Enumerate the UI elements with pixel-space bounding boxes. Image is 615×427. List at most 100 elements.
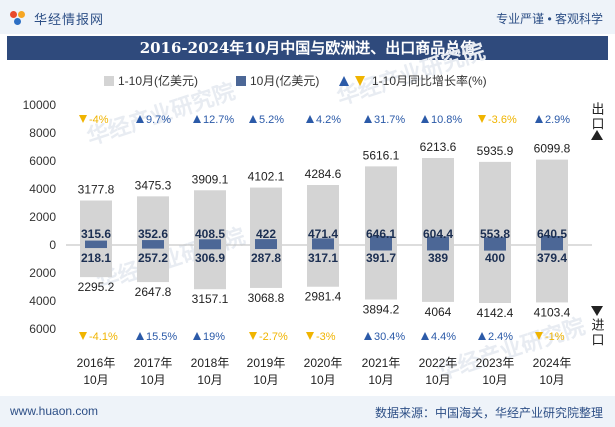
y-tick-label: 0 [49, 238, 56, 252]
export-growth-label: -4% [89, 114, 109, 126]
export-cum-value: 4284.6 [305, 167, 342, 181]
x-category-month: 10月 [425, 373, 450, 387]
import-cum-value: 3894.2 [363, 303, 400, 317]
x-category-year: 2020年 [304, 356, 343, 370]
import-cum-bar [479, 245, 511, 303]
export-growth-label: 12.7% [203, 114, 234, 126]
import-growth-arrow-icon [535, 332, 543, 340]
import-cum-bar [137, 245, 169, 283]
chart-title: 2016-2024年10月中国与欧洲进、出口商品总值 [7, 36, 608, 60]
import-month-value: 306.9 [195, 251, 225, 265]
export-growth-arrow-icon [478, 115, 486, 123]
import-cum-bar [307, 245, 339, 287]
import-cum-value: 3068.8 [248, 291, 285, 305]
y-tick-label: 10000 [23, 98, 57, 112]
bottom-banner: www.huaon.com 数据来源：中国海关，华经产业研究院整理 [0, 396, 615, 427]
import-cum-bar [365, 245, 397, 300]
data-source-note: 数据来源：中国海关，华经产业研究院整理 [374, 406, 603, 420]
legend-month-swatch [236, 76, 246, 86]
import-growth-arrow-icon [478, 332, 486, 340]
export-month-value: 315.6 [81, 227, 111, 241]
export-cum-bar [536, 159, 568, 245]
export-cum-value: 3177.8 [78, 183, 115, 197]
export-growth-label: 31.7% [374, 114, 405, 126]
import-month-value: 379.4 [537, 251, 567, 265]
import-month-value: 391.7 [366, 251, 396, 265]
import-month-bar [85, 245, 107, 249]
import-growth-label: -2.7% [259, 331, 288, 343]
export-growth-arrow-icon [249, 115, 257, 123]
export-cum-value: 4102.1 [248, 170, 285, 184]
y-tick-label: 6000 [29, 322, 56, 336]
import-side-label: 进口 [590, 318, 605, 348]
export-growth-arrow-icon [193, 115, 201, 123]
import-cum-bar [80, 245, 112, 278]
export-growth-arrow-icon [535, 115, 543, 123]
x-category-month: 10月 [368, 373, 393, 387]
import-month-bar [142, 245, 164, 249]
export-cum-bar [194, 190, 226, 245]
import-month-bar [255, 245, 277, 250]
import-growth-label: 30.4% [374, 331, 405, 343]
export-growth-label: 2.9% [545, 114, 570, 126]
export-cum-bar [250, 187, 282, 245]
import-cum-value: 2295.2 [78, 280, 115, 294]
import-growth-arrow-icon [421, 332, 429, 340]
export-cum-bar [80, 200, 112, 245]
export-cum-value: 5935.9 [477, 144, 514, 158]
import-cum-bar [422, 245, 454, 302]
x-category-month: 10月 [83, 373, 108, 387]
brand-tagline: 专业严谨 • 客观科学 [496, 12, 603, 26]
import-month-value: 400 [485, 251, 505, 265]
brand-name: 华经情报网 [34, 12, 105, 27]
x-category-month: 10月 [310, 373, 335, 387]
export-month-value: 604.4 [423, 227, 453, 241]
export-month-bar [142, 240, 164, 245]
y-tick-label: 4000 [29, 182, 56, 196]
export-growth-label: -3.6% [488, 114, 517, 126]
import-growth-arrow-icon [79, 332, 87, 340]
export-month-bar [541, 236, 563, 245]
import-cum-value: 4142.4 [477, 306, 514, 320]
legend-month-label: 10月(亿美元) [250, 73, 319, 88]
export-month-bar [484, 237, 506, 245]
import-cum-bar [250, 245, 282, 288]
legend-growth-label: 1-10月同比增长率(%) [372, 73, 487, 88]
site-url-link[interactable]: www.huaon.com [10, 404, 99, 418]
import-cum-value: 4064 [425, 305, 452, 319]
export-month-bar [427, 236, 449, 245]
x-category-month: 10月 [197, 373, 222, 387]
import-growth-arrow-icon [306, 332, 314, 340]
x-category-year: 2022年 [419, 356, 458, 370]
import-growth-label: -1% [545, 331, 565, 343]
legend-cum-label: 1-10月(亿美元) [118, 73, 198, 88]
watermark-text: 华经产业研究院 [434, 313, 589, 385]
import-growth-arrow-icon [364, 332, 372, 340]
export-growth-label: 10.8% [431, 114, 462, 126]
export-month-bar [199, 239, 221, 245]
export-growth-label: 4.2% [316, 114, 341, 126]
import-growth-arrow-icon [249, 332, 257, 340]
import-month-bar [199, 245, 221, 250]
export-month-bar [370, 235, 392, 245]
brand-logo[interactable]: 华经情报网 [10, 9, 104, 28]
import-cum-value: 4103.4 [534, 305, 571, 319]
export-cum-value: 3909.1 [192, 172, 229, 186]
import-growth-label: -4.1% [89, 331, 118, 343]
import-cum-value: 2981.4 [305, 290, 342, 304]
export-month-bar [85, 240, 107, 245]
import-growth-label: -3% [316, 331, 336, 343]
export-side-label: 出口 [590, 102, 605, 132]
export-month-value: 646.1 [366, 227, 396, 241]
export-month-value: 422 [256, 227, 276, 241]
export-growth-arrow-icon [421, 115, 429, 123]
import-month-bar [427, 245, 449, 251]
export-growth-arrow-icon [136, 115, 144, 123]
x-category-month: 10月 [140, 373, 165, 387]
x-category-year: 2024年 [533, 356, 572, 370]
x-category-year: 2018年 [191, 356, 230, 370]
import-month-value: 317.1 [308, 251, 338, 265]
legend-cum-swatch [104, 76, 114, 86]
import-month-value: 218.1 [81, 251, 111, 265]
x-category-year: 2019年 [247, 356, 286, 370]
